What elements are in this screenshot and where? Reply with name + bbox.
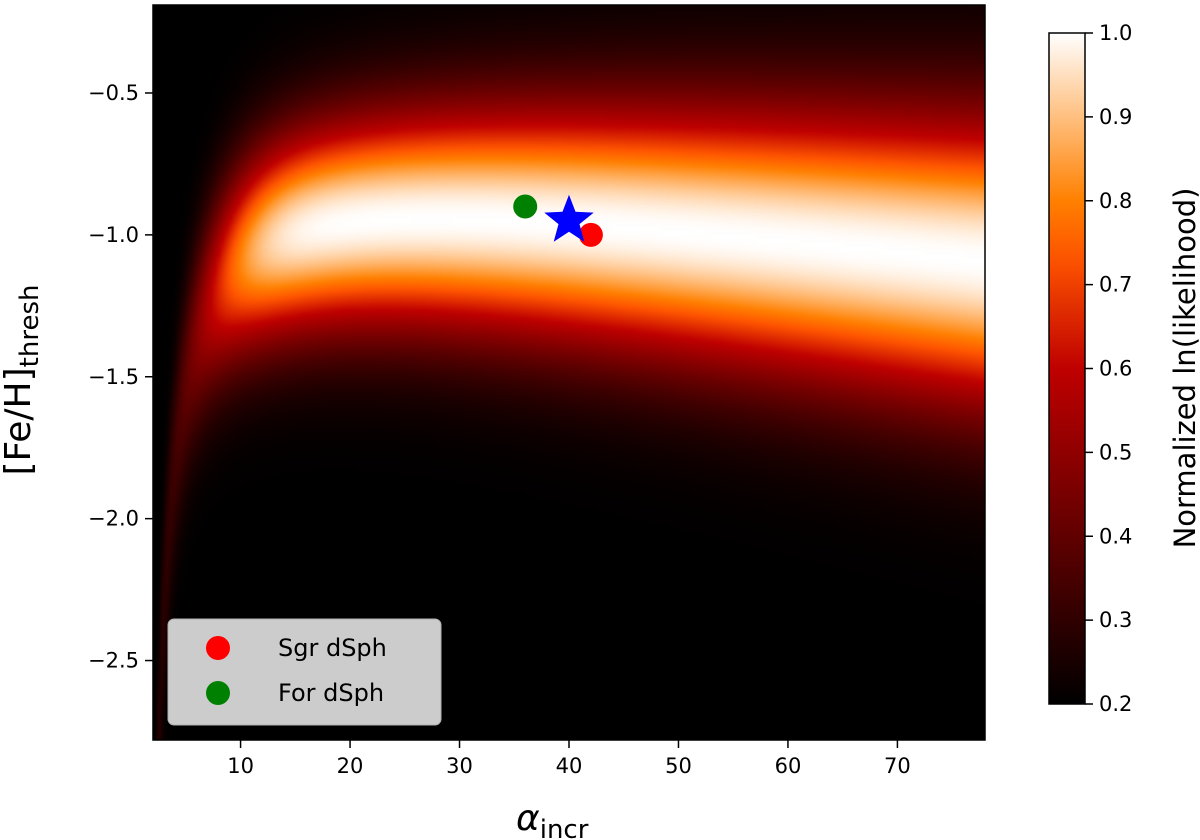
colorbar-tick-label: 1.0 bbox=[1099, 21, 1132, 45]
colorbar-tick-label: 0.7 bbox=[1099, 273, 1132, 297]
legend-marker-sgr bbox=[206, 636, 230, 660]
marker-sgr-dsph bbox=[578, 222, 603, 247]
x-tick-label: 70 bbox=[884, 754, 911, 778]
legend-label-sgr: Sgr dSph bbox=[278, 634, 387, 662]
colorbar-tick-label: 0.9 bbox=[1099, 105, 1132, 129]
colorbar-title: Normalized ln(likelihood) bbox=[1168, 188, 1200, 549]
x-tick-label: 60 bbox=[775, 754, 802, 778]
marker-for-dsph bbox=[513, 194, 538, 219]
y-tick-label: −2.5 bbox=[88, 649, 139, 673]
colorbar-ticks: 0.2 0.3 0.4 0.5 0.6 0.7 0.8 0.9 1.0 bbox=[1085, 21, 1132, 716]
colorbar-tick-label: 0.8 bbox=[1099, 189, 1132, 213]
y-tick-label: −1.5 bbox=[88, 365, 139, 389]
y-tick-label: −0.5 bbox=[88, 81, 139, 105]
colorbar-gradient bbox=[1048, 32, 1086, 705]
x-tick-label: 20 bbox=[337, 754, 364, 778]
best-fit-star-marker bbox=[544, 194, 594, 242]
y-tick-label: −1.0 bbox=[88, 223, 139, 247]
x-tick-label: 40 bbox=[556, 754, 583, 778]
y-axis-ticks: −0.5 −1.0 −1.5 −2.0 −2.5 bbox=[88, 81, 153, 673]
x-axis-ticks: 10 20 30 40 50 60 70 bbox=[227, 740, 911, 778]
colorbar-tick-label: 0.2 bbox=[1099, 692, 1132, 716]
legend-marker-for bbox=[206, 681, 230, 705]
colorbar-tick-label: 0.4 bbox=[1099, 524, 1132, 548]
scatter-markers bbox=[513, 194, 603, 247]
y-axis-title: [Fe/H]thresh bbox=[0, 285, 45, 476]
y-tick-label: −2.0 bbox=[88, 507, 139, 531]
x-tick-label: 30 bbox=[446, 754, 473, 778]
x-tick-label: 10 bbox=[227, 754, 254, 778]
colorbar-tick-label: 0.3 bbox=[1099, 608, 1132, 632]
colorbar: 0.2 0.3 0.4 0.5 0.6 0.7 0.8 0.9 1.0 Normalized l… bbox=[1048, 21, 1200, 716]
legend-label-for: For dSph bbox=[278, 679, 384, 707]
x-axis-title: αincr bbox=[516, 798, 589, 840]
x-tick-label: 50 bbox=[665, 754, 692, 778]
colorbar-tick-label: 0.6 bbox=[1099, 357, 1132, 381]
legend-box bbox=[167, 618, 442, 726]
heatmap-image bbox=[153, 5, 985, 740]
colorbar-tick-label: 0.5 bbox=[1099, 440, 1132, 464]
legend: Sgr dSph For dSph bbox=[167, 618, 442, 726]
heatmap-area bbox=[153, 5, 985, 740]
